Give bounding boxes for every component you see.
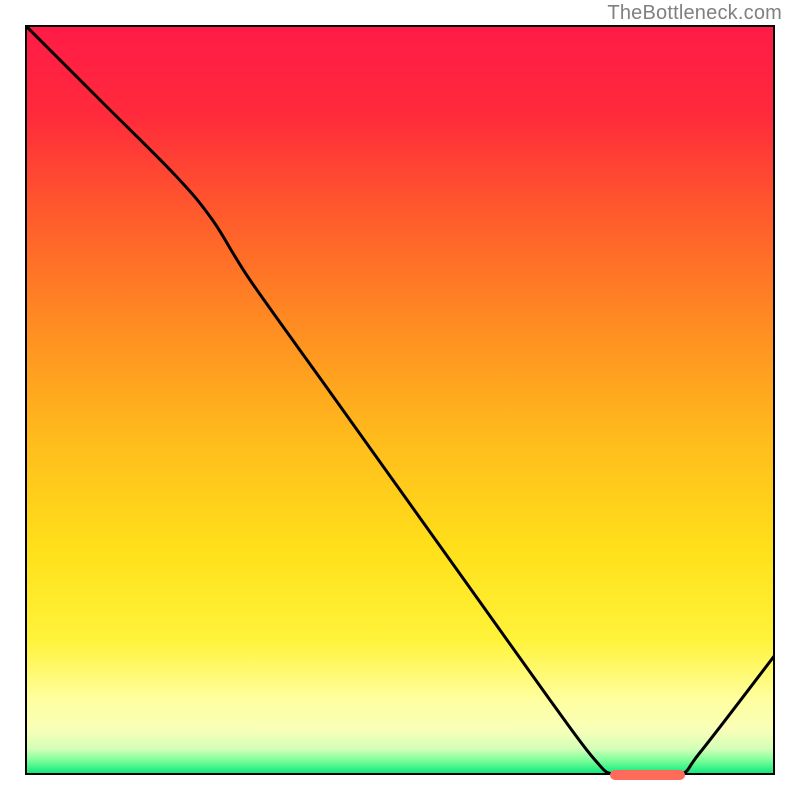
chart-line: [25, 25, 775, 775]
watermark-text: TheBottleneck.com: [607, 2, 782, 25]
chart-container: [25, 25, 775, 775]
chart-overlay: [25, 25, 775, 775]
optimal-marker: [610, 770, 685, 780]
